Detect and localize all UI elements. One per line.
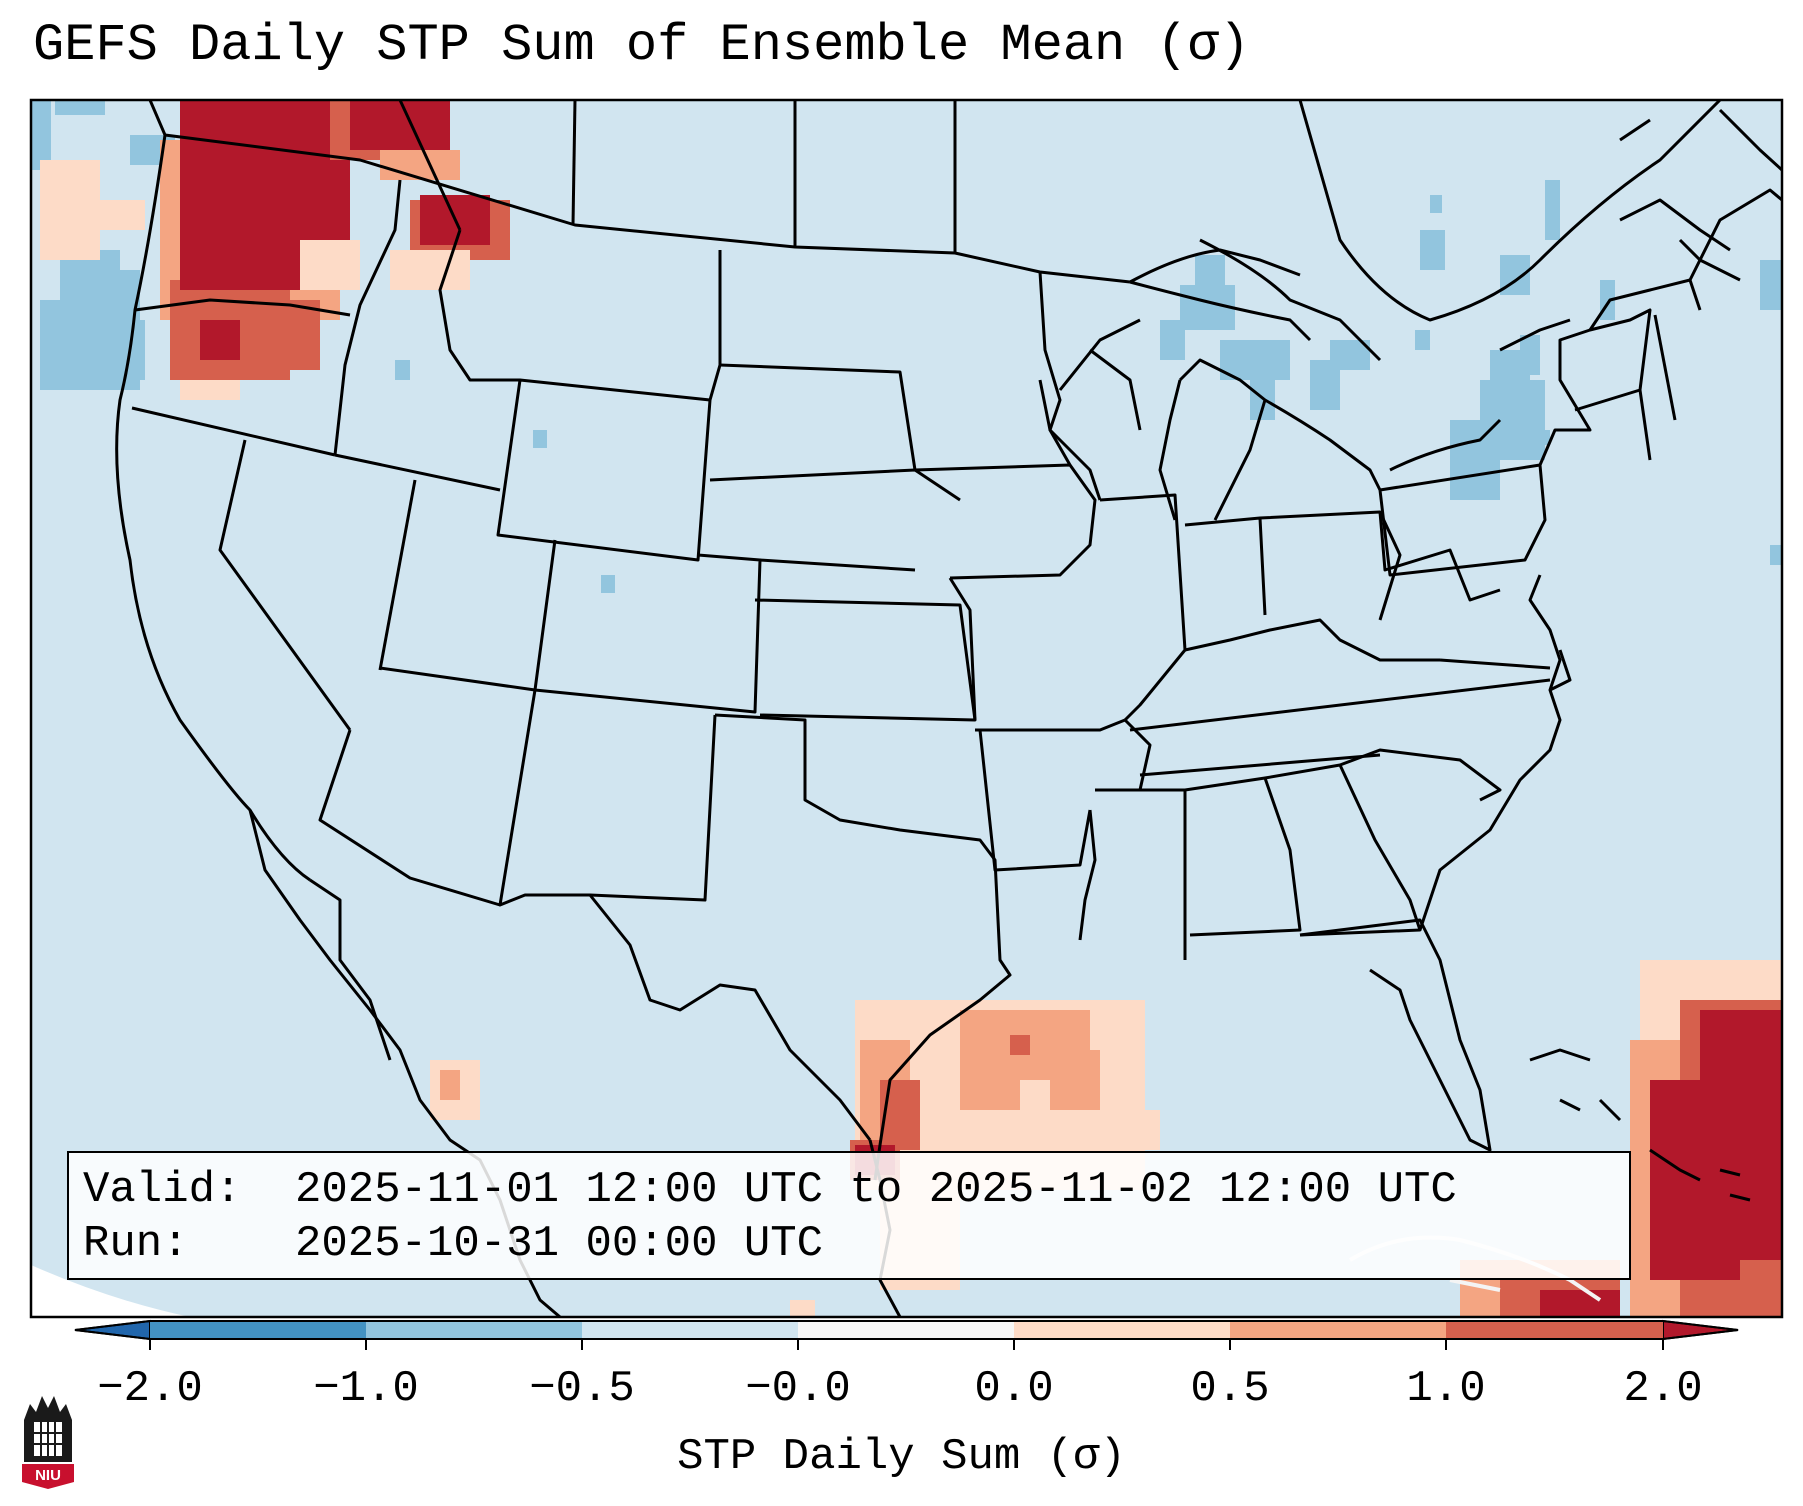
colorbar-tick-label: 0.5 [1190, 1364, 1270, 1414]
valid-value: 2025-11-01 12:00 UTC to 2025-11-02 12:00… [295, 1165, 1457, 1215]
colorbar-segment [1230, 1321, 1446, 1339]
colorbar-segment [1014, 1321, 1230, 1339]
niu-logo-icon: NIU [22, 1396, 74, 1489]
anomaly-great-lakes [1160, 180, 1782, 500]
logo-text: NIU [35, 1467, 61, 1484]
map-frame [29, 98, 1784, 1319]
run-row: Run: 2025-10-31 00:00 UTC [83, 1217, 1629, 1271]
colorbar-tick-label: −0.5 [529, 1364, 635, 1414]
run-value: 2025-10-31 00:00 UTC [295, 1219, 824, 1269]
colorbar-tick-label: −2.0 [97, 1364, 203, 1414]
colorbar [74, 1319, 1739, 1350]
colorbar-under-triangle [74, 1319, 151, 1341]
colorbar-over-triangle [1662, 1319, 1739, 1341]
valid-row: Valid: 2025-11-01 12:00 UTC to 2025-11-02… [83, 1163, 1629, 1217]
map-title: GEFS Daily STP Sum of Ensemble Mean (σ) [33, 16, 1250, 75]
valid-time-box: Valid: 2025-11-01 12:00 UTC to 2025-11-02… [67, 1151, 1631, 1280]
colorbar-segment [1446, 1321, 1663, 1339]
colorbar-segment [366, 1321, 582, 1339]
colorbar-segment [798, 1321, 1014, 1339]
anomaly-weak-negative-spots [533, 430, 1782, 593]
colorbar-tick-label: 1.0 [1406, 1364, 1486, 1414]
colorbar-label: STP Daily Sum (σ) [677, 1432, 1126, 1482]
colorbar-tick-label: −1.0 [313, 1364, 419, 1414]
state-borders [115, 100, 1782, 1317]
colorbar-tick-label: 2.0 [1623, 1364, 1703, 1414]
colorbar-segment [582, 1321, 798, 1339]
colorbar-segment [150, 1321, 366, 1339]
colorbar-tick-label: 0.0 [974, 1364, 1054, 1414]
colorbar-tick-label: −0.0 [745, 1364, 851, 1414]
anomaly-pacific-northwest [160, 100, 510, 380]
valid-label: Valid: [83, 1165, 242, 1215]
projection-edge [31, 1265, 190, 1317]
run-label: Run: [83, 1219, 189, 1269]
